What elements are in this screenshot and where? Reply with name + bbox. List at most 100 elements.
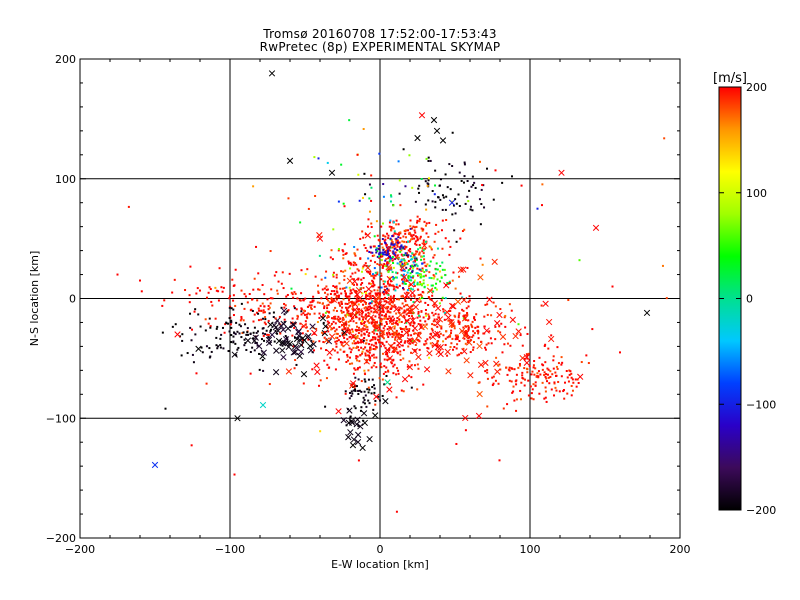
data-point-dot bbox=[330, 328, 333, 331]
data-point-dot bbox=[552, 359, 555, 362]
data-point-dot bbox=[249, 372, 252, 375]
data-point-dot bbox=[358, 199, 361, 202]
data-point-dot bbox=[397, 372, 400, 375]
data-point-dot bbox=[319, 430, 322, 433]
data-point-dot bbox=[334, 317, 337, 320]
data-point-dot bbox=[468, 189, 471, 192]
data-point-dot bbox=[518, 363, 521, 366]
data-point-dot bbox=[510, 309, 513, 312]
data-point-dot bbox=[416, 264, 419, 267]
data-point-dot bbox=[219, 344, 222, 347]
data-point-dot bbox=[388, 331, 391, 334]
data-point-dot bbox=[363, 402, 366, 405]
data-point-dot bbox=[347, 306, 350, 309]
data-point-dot bbox=[325, 285, 328, 288]
data-point-dot bbox=[341, 249, 344, 252]
data-point-dot bbox=[378, 253, 381, 256]
data-point-dot bbox=[388, 256, 391, 259]
data-point-dot bbox=[439, 178, 442, 181]
data-point-dot bbox=[440, 276, 443, 279]
data-point-dot bbox=[569, 370, 572, 373]
data-point-dot bbox=[365, 361, 368, 364]
data-point-cross bbox=[411, 325, 419, 332]
data-point-dot bbox=[392, 243, 395, 246]
data-point-dot bbox=[391, 256, 394, 259]
data-point-dot bbox=[365, 264, 368, 267]
data-point-dot bbox=[483, 206, 486, 209]
data-point-dot bbox=[524, 378, 527, 381]
data-point-dot bbox=[405, 296, 408, 299]
data-point-dot bbox=[371, 354, 374, 357]
data-point-dot bbox=[382, 283, 385, 286]
data-point-dot bbox=[383, 264, 386, 267]
data-point-dot bbox=[318, 312, 321, 315]
data-point-dot bbox=[465, 330, 468, 333]
data-point-dot bbox=[348, 324, 351, 327]
data-point-dot bbox=[234, 304, 237, 307]
data-point-dot bbox=[403, 262, 406, 265]
data-point-dot bbox=[358, 360, 361, 363]
data-point-dot bbox=[267, 308, 270, 311]
data-point-dot bbox=[401, 344, 404, 347]
data-point-dot bbox=[419, 235, 422, 238]
data-point-cross bbox=[359, 444, 366, 452]
data-point-dot bbox=[378, 335, 381, 338]
data-point-dot bbox=[373, 332, 376, 335]
data-point-dot bbox=[360, 390, 363, 393]
data-point-dot bbox=[520, 184, 523, 187]
data-point-cross bbox=[290, 349, 297, 356]
data-point-dot bbox=[329, 292, 332, 295]
data-point-dot bbox=[215, 336, 218, 339]
data-point-cross bbox=[351, 306, 359, 313]
data-point-dot bbox=[546, 380, 549, 383]
data-point-cross bbox=[372, 307, 379, 314]
data-point-dot bbox=[441, 261, 444, 264]
data-point-dot bbox=[390, 304, 393, 307]
data-point-dot bbox=[448, 280, 451, 283]
data-point-dot bbox=[190, 339, 193, 342]
data-point-dot bbox=[369, 295, 372, 298]
data-point-dot bbox=[434, 232, 437, 235]
data-point-dot bbox=[451, 131, 454, 134]
x-axis-label: E-W location [km] bbox=[331, 558, 429, 571]
data-point-dot bbox=[388, 249, 391, 252]
data-point-dot bbox=[380, 314, 383, 317]
data-point-dot bbox=[382, 253, 385, 256]
data-point-dot bbox=[355, 385, 358, 388]
data-point-dot bbox=[477, 332, 480, 335]
data-point-dot bbox=[497, 330, 500, 333]
data-point-dot bbox=[341, 341, 344, 344]
data-point-dot bbox=[409, 258, 412, 261]
data-point-dot bbox=[517, 323, 520, 326]
data-point-dot bbox=[487, 342, 490, 345]
data-point-cross bbox=[280, 326, 287, 333]
data-point-dot bbox=[387, 297, 390, 300]
data-point-dot bbox=[373, 319, 376, 322]
data-point-dot bbox=[396, 239, 399, 242]
data-point-dot bbox=[326, 293, 329, 296]
data-point-cross bbox=[310, 341, 317, 348]
data-point-dot bbox=[515, 409, 518, 412]
data-point-dot bbox=[410, 276, 413, 279]
data-point-cross bbox=[298, 341, 305, 349]
data-point-dot bbox=[548, 382, 551, 385]
data-point-dot bbox=[382, 309, 385, 312]
data-point-cross bbox=[491, 258, 498, 265]
data-point-cross bbox=[387, 296, 395, 303]
data-point-dot bbox=[284, 304, 287, 307]
data-point-dot bbox=[329, 256, 332, 259]
data-point-dot bbox=[499, 308, 502, 311]
data-point-dot bbox=[436, 278, 439, 281]
data-point-dot bbox=[418, 243, 421, 246]
data-point-dot bbox=[407, 229, 410, 232]
data-point-cross bbox=[454, 298, 462, 305]
data-point-dot bbox=[417, 367, 420, 370]
data-point-dot bbox=[363, 369, 366, 372]
data-point-dot bbox=[552, 355, 555, 358]
data-point-dot bbox=[444, 343, 447, 346]
data-point-dot bbox=[253, 326, 256, 329]
data-point-dot bbox=[371, 336, 374, 339]
data-point-dot bbox=[402, 235, 405, 238]
data-point-cross bbox=[414, 297, 421, 304]
